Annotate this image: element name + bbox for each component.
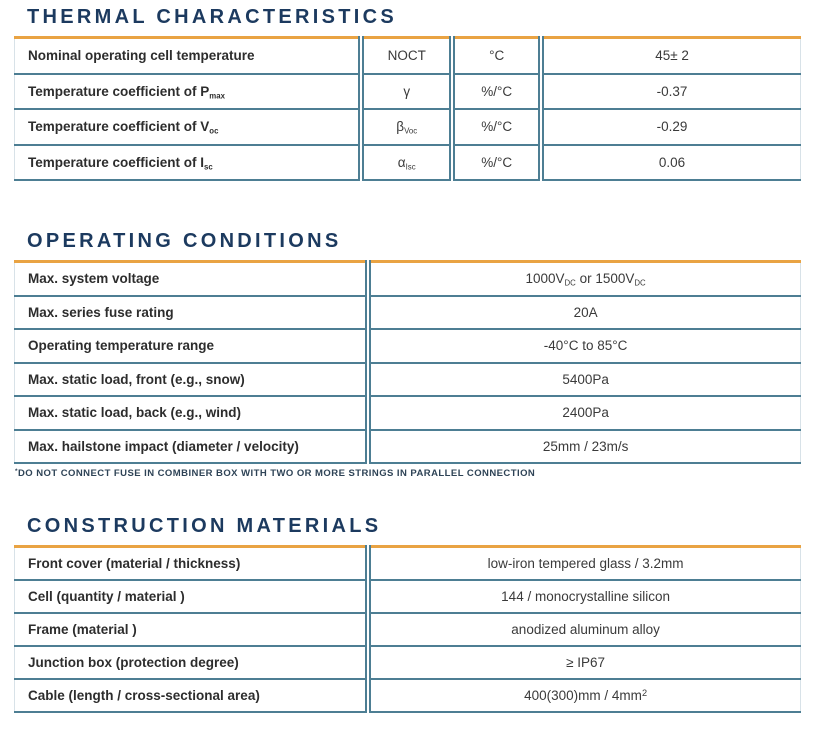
parameter-cell: Max. system voltage: [28, 271, 160, 287]
value-cell: -0.37: [538, 72, 801, 109]
value-cell: 400(300)mm / 4mm2: [365, 678, 801, 712]
parameter-cell: Max. static load, back (e.g., wind): [14, 395, 369, 430]
section-title-construction: CONSTRUCTION MATERIALS: [27, 515, 382, 537]
table-row: Cell (quantity / material ) 144 / monocry…: [14, 579, 801, 613]
parameter-cell: Temperature coefficient of Isc: [14, 143, 362, 180]
value-cell: 144 / monocrystalline silicon: [365, 579, 801, 613]
section-construction-materials: CONSTRUCTION MATERIALS Front cover (mate…: [14, 515, 801, 713]
parameter-cell: Max. series fuse rating: [14, 294, 369, 329]
section-title-thermal: THERMAL CHARACTERISTICS: [27, 6, 397, 28]
table-row: Frame (material ) anodized aluminum alloy: [14, 612, 801, 646]
symbol-cell: αIsc: [358, 143, 453, 180]
table-row: Operating temperature range -40°C to 85°C: [14, 328, 801, 363]
table-row: Max. series fuse rating 20A: [14, 294, 801, 329]
table-row: Max. hailstone impact (diameter / veloci…: [14, 428, 801, 463]
table-row: Max. system voltage 1000VDC or 1500VDC: [15, 261, 801, 296]
construction-materials-table: Front cover (material / thickness) low-ir…: [14, 545, 801, 713]
parameter-cell: Junction box (protection degree): [14, 645, 369, 679]
section-operating-conditions: OPERATING CONDITIONS Max. system voltage…: [14, 230, 801, 479]
thermal-characteristics-table: Nominal operating cell temperature NOCT °C…: [14, 36, 801, 181]
parameter-cell: Temperature coefficient of Voc: [14, 108, 362, 145]
parameter-cell: Temperature coefficient of Pmax: [14, 72, 362, 109]
value-cell: 5400Pa: [365, 361, 801, 396]
parameter-cell: Nominal operating cell temperature: [28, 48, 255, 64]
symbol-cell: NOCT: [358, 37, 453, 74]
table-row: Junction box (protection degree) ≥ IP67: [14, 645, 801, 679]
table-row: Max. static load, front (e.g., snow) 5400…: [14, 361, 801, 396]
table-row: Temperature coefficient of Isc αIsc %/°C 0.…: [14, 143, 801, 180]
unit-cell: %/°C: [449, 108, 542, 145]
value-cell: 25mm / 23m/s: [365, 428, 801, 463]
table-row: Max. static load, back (e.g., wind) 2400P…: [14, 395, 801, 430]
value-cell: anodized aluminum alloy: [365, 612, 801, 646]
value-cell: 2400Pa: [365, 395, 801, 430]
parameter-cell: Cell (quantity / material ): [14, 579, 369, 613]
value-cell: low-iron tempered glass / 3.2mm: [365, 546, 801, 580]
table-row: Temperature coefficient of Voc βVoc %/°C -0…: [14, 108, 801, 145]
parameter-cell: Frame (material ): [14, 612, 369, 646]
parameter-cell: Front cover (material / thickness): [28, 556, 241, 571]
symbol-cell: βVoc: [358, 108, 453, 145]
parameter-cell: Cable (length / cross-sectional area): [14, 678, 369, 712]
fuse-footnote: *DO NOT CONNECT FUSE IN COMBINER BOX WIT…: [15, 468, 536, 479]
value-cell: 45± 2: [538, 37, 801, 74]
value-cell: -0.29: [538, 108, 801, 145]
value-cell: -40°C to 85°C: [365, 328, 801, 363]
operating-conditions-table: Max. system voltage 1000VDC or 1500VDC Max…: [14, 260, 801, 464]
value-cell: 0.06: [538, 143, 801, 180]
table-row: Front cover (material / thickness) low-ir…: [15, 546, 801, 580]
value-cell: ≥ IP67: [365, 645, 801, 679]
table-row: Temperature coefficient of Pmax γ %/°C -0.3…: [14, 72, 801, 109]
table-row: Nominal operating cell temperature NOCT °C…: [15, 37, 801, 74]
unit-cell: °C: [449, 37, 542, 74]
unit-cell: %/°C: [449, 72, 542, 109]
section-title-operating: OPERATING CONDITIONS: [27, 230, 342, 252]
section-thermal-characteristics: THERMAL CHARACTERISTICS Nominal operatin…: [14, 6, 801, 181]
parameter-cell: Max. hailstone impact (diameter / veloci…: [14, 428, 369, 463]
parameter-cell: Operating temperature range: [14, 328, 369, 363]
value-cell: 1000VDC or 1500VDC: [365, 261, 801, 296]
value-cell: 20A: [365, 294, 801, 329]
unit-cell: %/°C: [449, 143, 542, 180]
parameter-cell: Max. static load, front (e.g., snow): [14, 361, 369, 396]
table-row: Cable (length / cross-sectional area) 400…: [14, 678, 801, 712]
symbol-cell: γ: [358, 72, 453, 109]
datasheet-page: THERMAL CHARACTERISTICS Nominal operatin…: [14, 6, 801, 713]
